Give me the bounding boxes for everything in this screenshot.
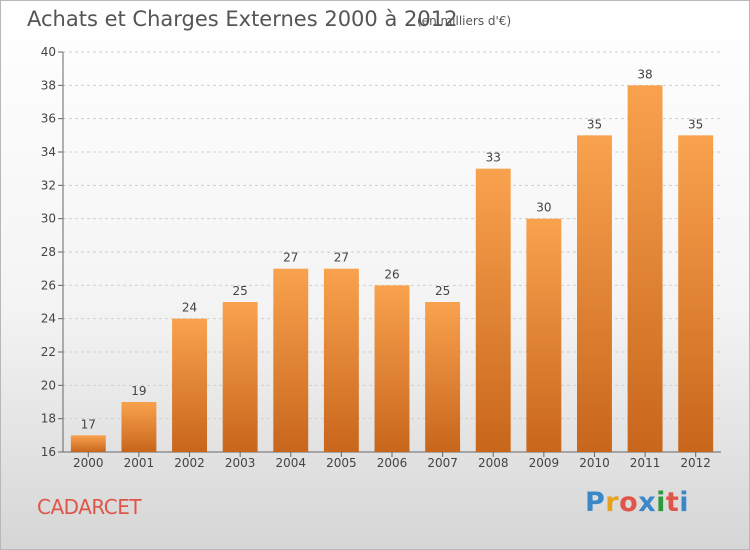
- data-label-2010: 35: [587, 117, 602, 131]
- y-tick-label: 36: [41, 112, 56, 126]
- y-tick-label: 26: [41, 278, 56, 292]
- data-label-2008: 33: [486, 151, 501, 165]
- x-tick-label-2005: 2005: [326, 456, 357, 470]
- x-tick-label-2002: 2002: [174, 456, 205, 470]
- bar-2009[interactable]: [526, 218, 562, 452]
- x-tick-label-2009: 2009: [529, 456, 560, 470]
- chart-title: Achats et Charges Externes 2000 à 2012: [27, 7, 458, 31]
- logo-letter: i: [679, 487, 690, 518]
- y-tick-label: 24: [41, 312, 56, 326]
- labels: 16 18 20 22 24 26 28 30 32 34 36 38 40 17 2000 19 2001 24…: [41, 45, 711, 470]
- data-label-2001: 19: [131, 384, 146, 398]
- logo-letter: r: [605, 487, 620, 518]
- data-label-2012: 35: [688, 117, 703, 131]
- place-name: CADARCET: [37, 495, 142, 519]
- data-label-2003: 25: [233, 284, 248, 298]
- data-label-2006: 26: [384, 267, 399, 281]
- y-tick-label: 20: [41, 378, 56, 392]
- logo-letter: o: [619, 487, 639, 518]
- x-tick-label-2000: 2000: [73, 456, 104, 470]
- x-tick-label-2008: 2008: [478, 456, 509, 470]
- data-label-2007: 25: [435, 284, 450, 298]
- bar-2001[interactable]: [121, 402, 157, 452]
- x-tick-label-2007: 2007: [427, 456, 458, 470]
- data-label-2005: 27: [334, 251, 349, 265]
- bars: [70, 85, 714, 453]
- y-tick-label: 30: [41, 212, 56, 226]
- bar-2006[interactable]: [374, 285, 410, 452]
- bar-2011[interactable]: [627, 85, 663, 452]
- y-tick-label: 38: [41, 78, 56, 92]
- chart-subtitle: (en milliers d'€): [417, 14, 512, 28]
- x-tick-label-2011: 2011: [630, 456, 661, 470]
- y-tick-label: 40: [41, 45, 56, 59]
- x-tick-label-2004: 2004: [275, 456, 306, 470]
- y-tick-label: 16: [41, 445, 56, 459]
- logo-letter: i: [656, 487, 666, 518]
- x-tick-label-2012: 2012: [680, 456, 711, 470]
- bar-2012[interactable]: [678, 135, 714, 453]
- bar-2004[interactable]: [273, 268, 309, 452]
- x-tick-label-2006: 2006: [377, 456, 408, 470]
- y-tick-label: 32: [41, 178, 56, 192]
- bar-2002[interactable]: [172, 318, 208, 452]
- x-tick-label-2001: 2001: [124, 456, 155, 470]
- data-label-2002: 24: [182, 301, 197, 315]
- y-tick-label: 28: [41, 245, 56, 259]
- x-tick-label-2010: 2010: [579, 456, 610, 470]
- bar-2005[interactable]: [323, 268, 359, 452]
- y-tick-label: 34: [41, 145, 56, 159]
- x-tick-label-2003: 2003: [225, 456, 256, 470]
- logo-letter: P: [585, 487, 606, 518]
- data-label-2000: 17: [81, 417, 96, 431]
- bar-2010[interactable]: [576, 135, 612, 453]
- logo-letter: t: [665, 487, 680, 518]
- data-label-2004: 27: [283, 251, 298, 265]
- bar-2003[interactable]: [222, 302, 258, 452]
- bar-2008[interactable]: [475, 168, 511, 452]
- data-label-2011: 38: [637, 67, 652, 81]
- y-tick-label: 18: [41, 412, 56, 426]
- logo-letter: x: [638, 487, 657, 518]
- y-tick-label: 22: [41, 345, 56, 359]
- bar-2000[interactable]: [70, 435, 106, 452]
- data-label-2009: 30: [536, 201, 551, 215]
- bar-2007[interactable]: [425, 302, 461, 452]
- proxiti-logo[interactable]: Proxiti: [585, 487, 689, 518]
